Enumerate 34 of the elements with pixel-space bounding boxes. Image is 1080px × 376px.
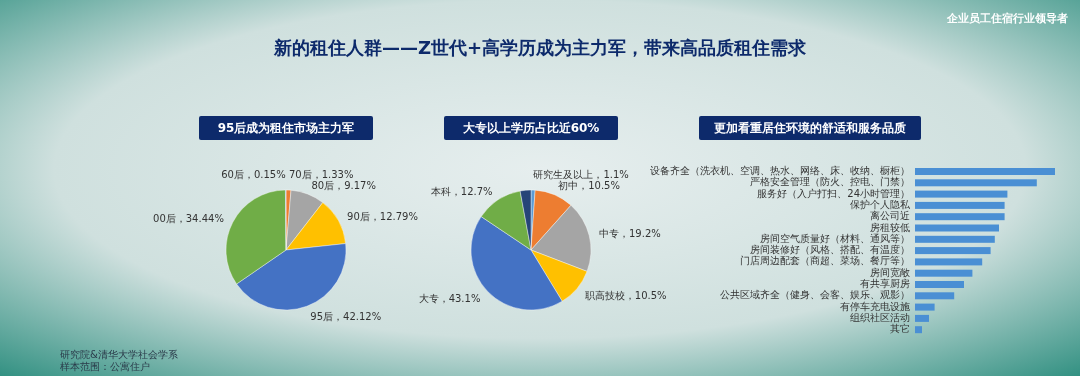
y-tick-label: 有停车充电设施: [840, 300, 910, 312]
slice-label: 95后，42.12%: [310, 310, 382, 322]
y-tick-label: 服务好（入户打扫、24小时管理）: [757, 187, 910, 199]
slice-label: 中专，19.2%: [599, 228, 661, 240]
slice-label: 80后，9.17%: [311, 179, 376, 191]
text: 研究院&清华大学社会学系: [60, 349, 178, 360]
y-tick-label: 有共享厨房: [860, 278, 910, 289]
slice-label: 00后，34.44%: [153, 212, 224, 224]
slice-label: 大专，43.1%: [418, 293, 481, 305]
slice-label: 研究生及以上，1.1%: [533, 169, 629, 181]
y-tick-label: 严格安全管理（防火、控电、门禁）: [750, 176, 910, 188]
y-tick-label: 房租较低: [870, 221, 910, 233]
y-tick-label: 门店周边配套（商超、菜场、餐厅等）: [740, 255, 910, 267]
y-tick-label: 组织社区活动: [850, 311, 910, 323]
slice-label: 本科，12.7%: [430, 186, 493, 198]
slice-label: 90后，12.79%: [347, 210, 418, 222]
y-tick-label: 设备齐全（洗衣机、空调、热水、网络、床、收纳、橱柜）: [650, 165, 910, 176]
slice-label: 70后，1.33%: [288, 169, 354, 181]
chart-title: 95后成为租住市场主力军: [217, 121, 355, 135]
text: 样本范围：公寓住户: [60, 361, 150, 372]
y-tick-label: 房间宽敞: [870, 266, 910, 278]
y-tick-label: 公共区域齐全（健身、会客、娱乐、观影）: [720, 289, 910, 301]
y-tick-label: 其它: [890, 323, 910, 335]
slice-label: 60后，0.15%: [221, 169, 286, 180]
text: 企业员工住宿行业领导者: [946, 12, 1068, 25]
y-tick-label: 保护个人隐私: [850, 198, 911, 210]
y-tick-label: 离公司近: [870, 210, 910, 222]
chart-title: 大专以上学历占比近60%: [462, 121, 600, 135]
slice-label: 职高技校，10.5%: [584, 289, 667, 301]
y-tick-label: 房间装修好（风格、搭配、有温度）: [750, 244, 910, 256]
y-tick-label: 房间空气质量好（材料、通风等）: [760, 232, 910, 244]
text: 更加看重居住环境的舒适和服务品质: [714, 121, 906, 135]
slice-label: 初中，10.5%: [558, 180, 620, 192]
text: 新的租住人群——Z世代+高学历成为主力军，带来高品质租住需求: [272, 37, 808, 58]
